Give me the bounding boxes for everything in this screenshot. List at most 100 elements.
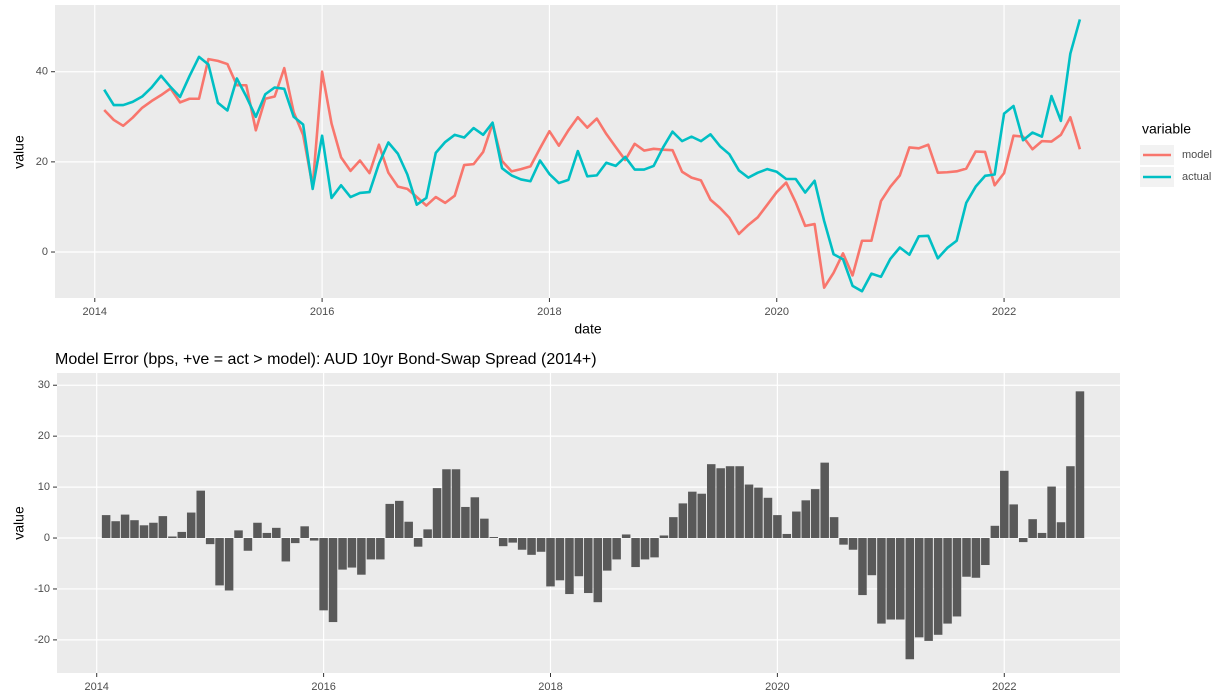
- x-tick-label: 2018: [537, 306, 561, 318]
- bar: [498, 538, 508, 547]
- bar: [1066, 466, 1075, 539]
- bar: [990, 525, 1000, 539]
- bar: [754, 487, 763, 539]
- bar: [404, 521, 413, 539]
- bar: [659, 535, 669, 539]
- bar: [555, 538, 565, 581]
- bar: [612, 538, 621, 560]
- bar: [725, 466, 735, 539]
- bar: [801, 500, 811, 539]
- bar: [744, 484, 754, 539]
- bar: [319, 538, 328, 611]
- bar: [877, 538, 886, 624]
- chart-title: Model Error (bps, +ve = act > model): AU…: [55, 351, 597, 368]
- bar: [602, 538, 612, 571]
- bar: [177, 531, 187, 539]
- bar: [281, 538, 291, 562]
- x-axis-title: date: [574, 321, 601, 337]
- x-tick-label: 2014: [83, 306, 107, 318]
- bar: [924, 538, 933, 641]
- bar: [168, 536, 177, 539]
- bar: [215, 538, 224, 586]
- bar: [442, 469, 451, 539]
- x-tick-label: 2014: [84, 681, 108, 690]
- bar: [943, 538, 952, 624]
- bar: [1047, 486, 1056, 539]
- y-tick-label: -20: [34, 634, 50, 646]
- bar: [584, 538, 593, 594]
- y-tick-label: 10: [38, 481, 50, 493]
- bar: [470, 497, 480, 539]
- bar: [224, 538, 234, 591]
- bar: [688, 491, 697, 539]
- bar: [962, 538, 971, 577]
- bar: [716, 468, 725, 539]
- legend-title: variable: [1142, 121, 1191, 137]
- bar: [536, 538, 546, 552]
- bar: [810, 489, 820, 539]
- bar: [272, 527, 281, 539]
- bar: [1075, 391, 1085, 539]
- bar: [678, 503, 688, 539]
- bar: [253, 522, 262, 539]
- bar: [480, 518, 489, 539]
- bar: [839, 538, 848, 545]
- bar: [158, 516, 168, 539]
- bar: [981, 538, 990, 566]
- bar: [309, 538, 319, 541]
- bar: [574, 538, 584, 577]
- bar: [905, 538, 915, 660]
- bar: [300, 526, 309, 539]
- y-tick-label: 30: [38, 379, 50, 391]
- x-tick-label: 2022: [992, 681, 1016, 690]
- bar: [546, 538, 555, 587]
- bar: [886, 538, 896, 620]
- bar: [650, 538, 659, 558]
- bar: [423, 529, 432, 539]
- line: [103, 57, 1082, 289]
- bar: [101, 515, 111, 539]
- y-axis-title: value: [11, 135, 27, 169]
- bar: [111, 521, 120, 539]
- bar: [461, 506, 470, 539]
- y-tick-label: 0: [44, 532, 50, 544]
- x-tick-label: 2016: [311, 681, 335, 690]
- bar: [735, 466, 744, 539]
- line: [103, 19, 1082, 293]
- legend-label: actual: [1182, 171, 1211, 183]
- bar: [234, 530, 243, 539]
- bar: [489, 537, 499, 539]
- bar: [196, 490, 205, 539]
- bar: [517, 538, 527, 550]
- bar: [820, 462, 829, 539]
- x-tick-label: 2016: [310, 306, 334, 318]
- bar: [357, 538, 366, 575]
- bar: [914, 538, 924, 638]
- bar: [773, 515, 782, 539]
- bar: [669, 517, 678, 539]
- legend-label: model: [1182, 149, 1212, 161]
- y-tick-label: 20: [38, 430, 50, 442]
- x-tick-label: 2020: [765, 306, 789, 318]
- bar: [120, 514, 130, 539]
- bar: [186, 512, 196, 539]
- bar: [971, 538, 981, 578]
- bar: [130, 520, 139, 539]
- x-tick-label: 2020: [765, 681, 789, 690]
- bar: [1037, 532, 1047, 539]
- bar: [640, 538, 650, 560]
- plot-background: [55, 5, 1120, 298]
- bar: [593, 538, 603, 603]
- bar: [413, 538, 423, 547]
- bar: [895, 538, 905, 620]
- bar: [205, 538, 215, 545]
- y-tick-label: 20: [36, 156, 48, 168]
- bar: [867, 538, 877, 576]
- y-tick-label: -10: [34, 583, 50, 595]
- bar: [782, 533, 792, 539]
- bar: [697, 493, 706, 539]
- bar: [829, 517, 839, 539]
- bar: [395, 500, 404, 539]
- y-tick-label: 40: [36, 66, 48, 78]
